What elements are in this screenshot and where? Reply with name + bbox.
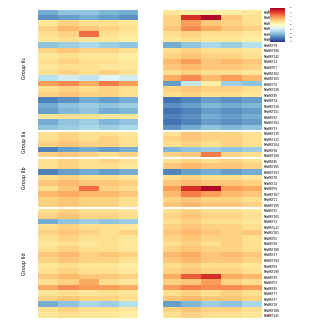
Text: Group IIc: Group IIc (22, 56, 27, 79)
Text: Group IIa: Group IIa (22, 131, 27, 153)
Text: *: * (267, 313, 269, 318)
Text: *: * (267, 10, 269, 15)
Text: Group IIb: Group IIb (22, 166, 27, 189)
Text: Group IId: Group IId (22, 252, 27, 275)
